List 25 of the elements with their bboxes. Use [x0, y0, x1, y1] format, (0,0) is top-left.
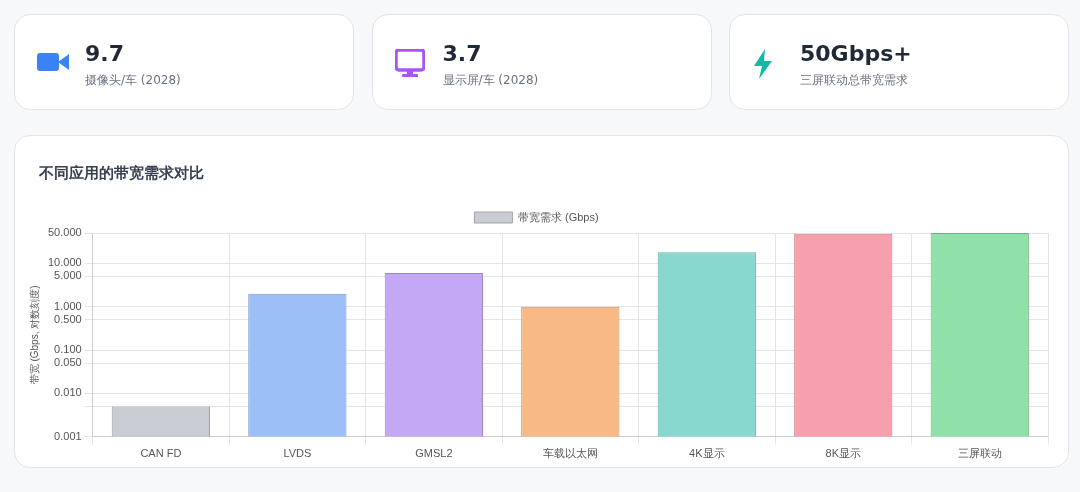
x-tick-label: 三屏联动 — [957, 447, 1002, 460]
y-tick-label: 50.000 — [47, 226, 82, 239]
chart-title: 不同应用的带宽需求对比 — [39, 164, 204, 183]
y-axis-title: 带宽 (Gbps, 对数刻度) — [28, 285, 40, 385]
text: 3.7 — [442, 41, 482, 66]
y-tick-label: 5.000 — [54, 269, 82, 282]
y-tick-label: 0.010 — [54, 386, 82, 399]
x-tick-label: 4K显示 — [689, 447, 725, 460]
text: 50Gbps+ — [800, 41, 912, 66]
text: 摄像头/车 (2028) — [85, 72, 181, 89]
y-tick-label: 1.000 — [54, 299, 82, 312]
x-tick-label: GMSL2 — [415, 447, 453, 460]
text: 显示屏/车 (2028) — [442, 72, 539, 89]
y-tick-label: 0.500 — [54, 312, 82, 325]
y-tick-label: 0.050 — [54, 356, 82, 369]
y-tick-label: 0.001 — [54, 429, 82, 442]
y-tick-label: 0.100 — [54, 343, 82, 356]
x-tick-label: LVDS — [283, 447, 312, 460]
x-tick-label: 车载以太网 — [542, 447, 598, 460]
x-tick-label: CAN FD — [140, 447, 182, 460]
text: 三屏联动总带宽需求 — [800, 72, 908, 89]
x-tick-label: 8K显示 — [825, 447, 862, 460]
text: 9.7 — [85, 41, 124, 66]
y-tick-label: 10.000 — [47, 256, 82, 269]
legend-label: 带宽需求 (Gbps) — [517, 210, 599, 223]
